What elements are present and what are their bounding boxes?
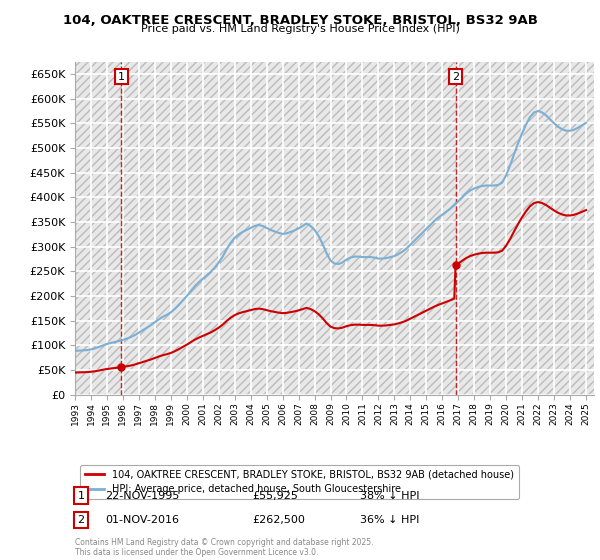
Legend: 104, OAKTREE CRESCENT, BRADLEY STOKE, BRISTOL, BS32 9AB (detached house), HPI: A: 104, OAKTREE CRESCENT, BRADLEY STOKE, BR…: [80, 465, 519, 499]
Text: Price paid vs. HM Land Registry's House Price Index (HPI): Price paid vs. HM Land Registry's House …: [140, 24, 460, 34]
Text: 1: 1: [77, 491, 85, 501]
Text: 2: 2: [452, 72, 459, 82]
Text: 01-NOV-2016: 01-NOV-2016: [105, 515, 179, 525]
Text: £55,925: £55,925: [252, 491, 298, 501]
Text: 2: 2: [77, 515, 85, 525]
Text: 38% ↓ HPI: 38% ↓ HPI: [360, 491, 419, 501]
Text: 22-NOV-1995: 22-NOV-1995: [105, 491, 179, 501]
Text: £262,500: £262,500: [252, 515, 305, 525]
Text: 36% ↓ HPI: 36% ↓ HPI: [360, 515, 419, 525]
Text: 104, OAKTREE CRESCENT, BRADLEY STOKE, BRISTOL, BS32 9AB: 104, OAKTREE CRESCENT, BRADLEY STOKE, BR…: [62, 14, 538, 27]
Text: Contains HM Land Registry data © Crown copyright and database right 2025.
This d: Contains HM Land Registry data © Crown c…: [75, 538, 373, 557]
Text: 1: 1: [118, 72, 125, 82]
